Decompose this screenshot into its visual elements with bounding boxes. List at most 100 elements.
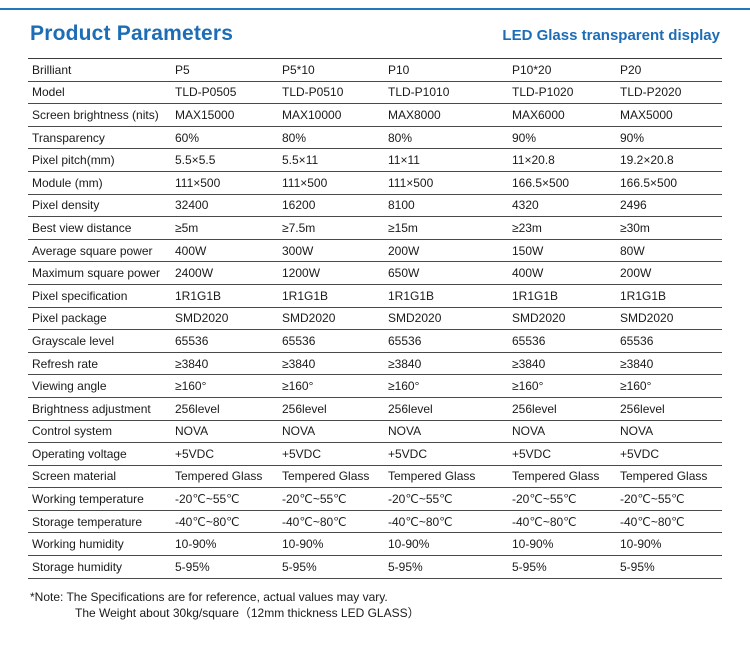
page-title: Product Parameters (30, 22, 234, 45)
param-label: Screen brightness (nits) (32, 107, 159, 122)
param-label: Transparency (32, 130, 105, 145)
param-value: 11×20.8 (512, 153, 555, 168)
param-value: MAX8000 (388, 107, 441, 122)
param-value: -20℃~55℃ (512, 492, 577, 507)
param-value: ≥160° (282, 379, 314, 394)
param-value: 1R1G1B (512, 288, 559, 303)
param-value: NOVA (620, 424, 654, 439)
param-label: Model (32, 85, 65, 100)
param-value: TLD-P0510 (282, 85, 344, 100)
param-value: SMD2020 (175, 311, 229, 326)
table-row: Model TLD-P0505 TLD-P0510 TLD-P1010 TLD-… (28, 82, 722, 105)
param-value: 256level (388, 401, 433, 416)
param-value: 10-90% (620, 537, 662, 552)
table-row: Average square power 400W 300W 200W 150W… (28, 240, 722, 263)
param-value: 5-95% (175, 559, 210, 574)
param-value: Tempered Glass (388, 469, 476, 484)
param-value: 1R1G1B (175, 288, 222, 303)
table-row: Best view distance ≥5m ≥7.5m ≥15m ≥23m ≥… (28, 217, 722, 240)
param-label: Module (mm) (32, 175, 103, 190)
param-value: -40℃~80℃ (282, 514, 347, 529)
table-row: Screen material Tempered Glass Tempered … (28, 466, 722, 489)
param-value: 32400 (175, 198, 209, 213)
param-value: 5.5×5.5 (175, 153, 216, 168)
param-value: 80% (282, 130, 307, 145)
param-value: SMD2020 (512, 311, 566, 326)
footer-notes: *Note: The Specifications are for refere… (30, 589, 720, 621)
table-row: Refresh rate ≥3840 ≥3840 ≥3840 ≥3840 ≥38… (28, 353, 722, 376)
param-value: NOVA (512, 424, 546, 439)
param-value: 11×11 (388, 153, 420, 168)
table-row: Maximum square power 2400W 1200W 650W 40… (28, 262, 722, 285)
param-value: 1R1G1B (620, 288, 667, 303)
param-value: 5-95% (512, 559, 547, 574)
param-label: Pixel specification (32, 288, 128, 303)
param-value: 5.5×11 (282, 153, 319, 168)
param-value: P10 (388, 62, 410, 77)
table-row: Working temperature -20℃~55℃ -20℃~55℃ -2… (28, 488, 722, 511)
param-value: ≥7.5m (282, 220, 316, 235)
param-value: SMD2020 (620, 311, 674, 326)
param-value: -20℃~55℃ (282, 492, 347, 507)
param-value: NOVA (175, 424, 209, 439)
param-value: 400W (175, 243, 207, 258)
param-label: Brightness adjustment (32, 401, 151, 416)
param-value: -40℃~80℃ (388, 514, 453, 529)
param-value: ≥160° (388, 379, 420, 394)
param-value: +5VDC (620, 446, 660, 461)
note-line-2: The Weight about 30kg/square（12mm thickn… (75, 605, 420, 620)
param-value: Tempered Glass (175, 469, 263, 484)
param-value: 300W (282, 243, 314, 258)
param-label: Working humidity (32, 537, 124, 552)
param-value: 4320 (512, 198, 539, 213)
param-value: TLD-P1010 (388, 85, 450, 100)
param-value: 166.5×500 (512, 175, 570, 190)
param-value: 10-90% (388, 537, 430, 552)
param-value: 10-90% (175, 537, 217, 552)
param-value: 65536 (620, 333, 654, 348)
param-label: Storage temperature (32, 514, 143, 529)
param-value: 256level (282, 401, 327, 416)
param-label: Storage humidity (32, 559, 123, 574)
param-label: Best view distance (32, 220, 132, 235)
table-row: Module (mm) 111×500 111×500 111×500 166.… (28, 172, 722, 195)
table-row: Brightness adjustment 256level 256level … (28, 398, 722, 421)
param-value: 65536 (388, 333, 422, 348)
param-value: MAX10000 (282, 107, 342, 122)
param-value: 2496 (620, 198, 647, 213)
param-label: Pixel pitch(mm) (32, 153, 115, 168)
param-value: ≥160° (620, 379, 652, 394)
param-value: 8100 (388, 198, 415, 213)
param-value: TLD-P2020 (620, 85, 682, 100)
table-row: Pixel pitch(mm) 5.5×5.5 5.5×11 11×11 11×… (28, 149, 722, 172)
param-value: SMD2020 (388, 311, 442, 326)
param-value: 256level (512, 401, 557, 416)
param-value: NOVA (388, 424, 422, 439)
param-value: 1R1G1B (282, 288, 329, 303)
param-label: Maximum square power (32, 266, 161, 281)
param-value: 80W (620, 243, 645, 258)
param-value: 80% (388, 130, 413, 145)
param-value: +5VDC (512, 446, 552, 461)
param-value: ≥3840 (388, 356, 422, 371)
table-row: Viewing angle ≥160° ≥160° ≥160° ≥160° ≥1… (28, 375, 722, 398)
param-value: 5-95% (620, 559, 655, 574)
param-value: 111×500 (175, 175, 221, 190)
param-label: Screen material (32, 469, 117, 484)
page-subtitle: LED Glass transparent display (502, 27, 720, 44)
param-value: ≥30m (620, 220, 650, 235)
param-label: Control system (32, 424, 113, 439)
param-value: 111×500 (388, 175, 434, 190)
param-value: -40℃~80℃ (620, 514, 685, 529)
param-value: ≥160° (175, 379, 207, 394)
param-value: 200W (388, 243, 420, 258)
param-value: TLD-P0505 (175, 85, 237, 100)
table-row: Pixel package SMD2020 SMD2020 SMD2020 SM… (28, 308, 722, 331)
page-header: Product Parameters LED Glass transparent… (0, 10, 750, 56)
param-value: ≥3840 (512, 356, 546, 371)
param-value: +5VDC (388, 446, 428, 461)
param-value: 90% (512, 130, 537, 145)
param-value: 90% (620, 130, 645, 145)
note-line-1: *Note: The Specifications are for refere… (30, 589, 388, 604)
param-value: ≥3840 (175, 356, 209, 371)
